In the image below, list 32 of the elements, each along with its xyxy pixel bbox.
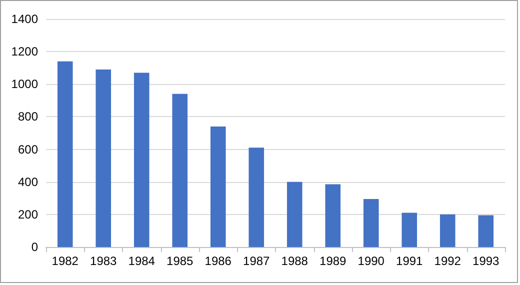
bar xyxy=(248,148,264,247)
x-tick-label: 1985 xyxy=(166,254,194,268)
y-tick-label: 600 xyxy=(18,142,38,156)
x-tick-label: 1987 xyxy=(243,254,270,268)
x-tick-label: 1988 xyxy=(281,254,308,268)
x-tick-label: 1983 xyxy=(90,254,118,268)
x-tick-label: 1982 xyxy=(52,254,79,268)
y-tick-label: 800 xyxy=(18,110,38,124)
x-tick-label: 1990 xyxy=(358,254,385,268)
bar xyxy=(57,61,73,247)
y-tick-label: 1200 xyxy=(11,44,38,59)
bar xyxy=(402,212,418,247)
bar xyxy=(478,215,494,247)
y-tick-label: 0 xyxy=(31,240,38,254)
bar xyxy=(286,182,302,247)
y-tick-label: 1400 xyxy=(11,12,38,26)
y-tick-label: 1000 xyxy=(11,77,38,92)
bar xyxy=(134,72,150,247)
x-tick-label: 1991 xyxy=(396,254,424,268)
bar xyxy=(325,184,341,247)
bar xyxy=(363,198,379,247)
x-tick-label: 1993 xyxy=(472,254,500,268)
bar xyxy=(210,126,226,247)
bar xyxy=(96,69,112,247)
x-tick-label: 1989 xyxy=(320,254,347,268)
y-tick-label: 200 xyxy=(18,207,38,222)
x-tick-label: 1986 xyxy=(204,254,232,268)
x-tick-label: 1992 xyxy=(434,254,462,268)
y-tick-label: 400 xyxy=(18,174,38,189)
bar xyxy=(172,94,188,247)
x-tick-label: 1984 xyxy=(128,254,156,268)
bar xyxy=(440,214,456,247)
